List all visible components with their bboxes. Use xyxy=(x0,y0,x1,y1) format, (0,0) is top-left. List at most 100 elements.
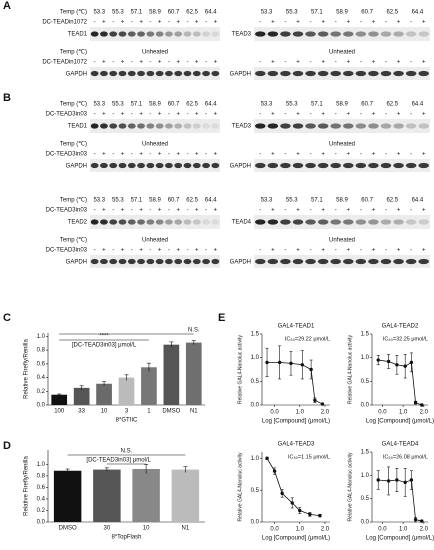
blot-band xyxy=(305,31,316,37)
blot-band xyxy=(146,123,155,129)
label: + xyxy=(139,208,143,214)
label: + xyxy=(121,20,125,26)
blot-band xyxy=(355,258,367,265)
x-tick-label: 0.0 xyxy=(378,527,387,533)
blot-band xyxy=(165,258,173,265)
blot-band xyxy=(211,258,220,265)
label: - xyxy=(410,112,412,118)
label: - xyxy=(205,112,207,118)
blot-band xyxy=(174,70,183,77)
plot-title: GAL4-TEAD2 xyxy=(382,324,419,330)
blot-band xyxy=(192,31,201,37)
blot-band xyxy=(418,123,429,129)
label: + xyxy=(422,112,426,118)
x-tick-label: N1 xyxy=(182,526,190,532)
label: - xyxy=(94,20,96,26)
label: + xyxy=(397,60,401,66)
bar xyxy=(141,367,157,405)
data-point xyxy=(277,360,282,365)
blot-band xyxy=(202,219,210,225)
blot-band xyxy=(317,123,329,129)
blot-band xyxy=(280,70,291,77)
blot-band xyxy=(109,31,118,37)
bar xyxy=(93,469,121,522)
label: - xyxy=(360,20,362,26)
y-tick-label: 1.0 xyxy=(251,456,260,462)
blot-band xyxy=(202,70,210,77)
blot-band xyxy=(255,258,266,265)
blot-band xyxy=(165,123,173,129)
label: + xyxy=(139,20,143,26)
label: + xyxy=(372,152,376,158)
y-tick-label: 1.0 xyxy=(37,334,46,340)
label: + xyxy=(372,60,376,66)
bar xyxy=(53,470,82,522)
blot-band xyxy=(317,219,329,225)
label: 62.5 xyxy=(186,198,198,204)
blot-band xyxy=(292,123,304,129)
blot-membrane xyxy=(254,159,430,172)
label: - xyxy=(187,112,189,118)
label: + xyxy=(121,208,125,214)
blot-band xyxy=(183,258,192,265)
blot-band xyxy=(267,70,279,77)
label: Temp (℃) xyxy=(60,238,87,244)
label: 64.4 xyxy=(205,10,217,16)
blot-band xyxy=(280,162,291,169)
label: Temp (℃) xyxy=(60,10,87,16)
label: TEAD3 xyxy=(232,32,252,38)
y-axis-label: Relative GAL4-Nanoluc activity xyxy=(347,335,353,404)
blot-band xyxy=(418,31,429,37)
label: + xyxy=(121,152,125,158)
y-tick-label: 0.6 xyxy=(37,361,46,367)
annotation: [DC-TEAD3in03] μmol/L xyxy=(72,343,137,349)
y-tick-label: 0.0 xyxy=(361,403,370,409)
blot-band xyxy=(317,162,329,169)
y-tick-label: 1.0 xyxy=(37,462,46,468)
blot-band xyxy=(155,258,164,265)
label: + xyxy=(296,208,300,214)
blot-band xyxy=(343,162,354,169)
label: 53.3 xyxy=(93,10,105,16)
bar xyxy=(118,377,135,405)
label: DC-TEAD3in03 xyxy=(46,112,88,118)
blot-band xyxy=(109,219,118,225)
blot-band xyxy=(137,70,145,77)
x-tick-label: 2.0 xyxy=(420,410,429,416)
label: - xyxy=(360,152,362,158)
label: - xyxy=(410,208,412,214)
label: + xyxy=(195,20,199,26)
label: + xyxy=(176,60,180,66)
plot-title: GAL4-TEAD4 xyxy=(382,442,419,448)
label: 57.1 xyxy=(131,10,143,16)
blot-band xyxy=(330,123,341,129)
x-tick-label: 1.0 xyxy=(399,527,408,533)
label: 58.9 xyxy=(149,198,161,204)
blot-band xyxy=(380,258,392,265)
x-axis-label: Log [Compound] (μmol/L) xyxy=(262,419,330,425)
y-axis-label: Relative GAL4-Nanoluc activity xyxy=(237,452,243,521)
label: Unheated xyxy=(329,238,355,244)
data-point xyxy=(300,363,304,367)
label: + xyxy=(347,248,351,254)
label: DC-TEADin1072 xyxy=(42,60,87,66)
blot-band xyxy=(192,123,201,129)
data-point xyxy=(403,364,407,368)
y-tick-label: 0.2 xyxy=(37,508,46,514)
data-point xyxy=(308,512,312,517)
label: + xyxy=(158,60,162,66)
label: + xyxy=(102,20,106,26)
label: + xyxy=(195,208,199,214)
label: - xyxy=(335,208,337,214)
label: - xyxy=(168,60,170,66)
blot-band xyxy=(165,31,173,37)
label: + xyxy=(195,248,199,254)
x-tick-label: 1.0 xyxy=(296,410,305,416)
blot-band xyxy=(183,219,192,225)
blot-band xyxy=(393,162,404,169)
label: - xyxy=(168,208,170,214)
blot-band xyxy=(343,123,354,129)
blot-band xyxy=(330,70,341,77)
blot-band xyxy=(330,31,341,37)
blot-band xyxy=(405,31,417,37)
